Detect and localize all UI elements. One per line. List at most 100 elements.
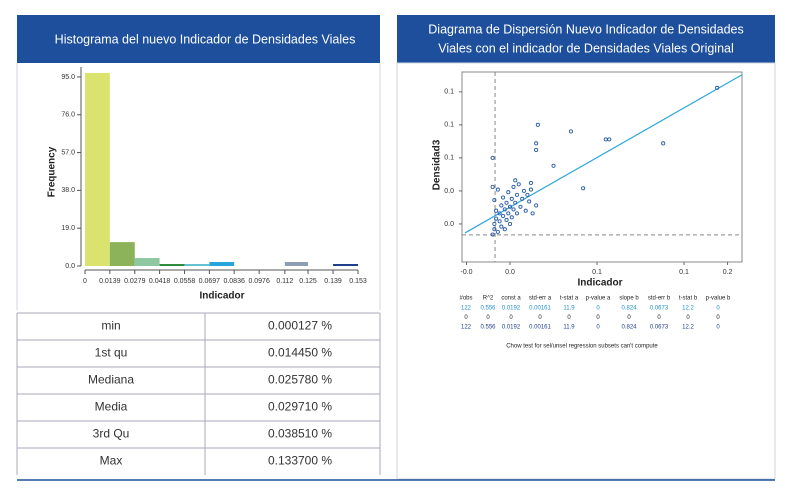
reg-cell: 0 xyxy=(509,315,513,321)
point xyxy=(514,211,520,216)
reg-cell: 0.556 xyxy=(480,325,496,331)
right-header xyxy=(397,15,775,63)
reg-cell: 0.0192 xyxy=(502,306,521,312)
point xyxy=(497,211,502,216)
point xyxy=(509,196,514,201)
reg-cell: 0 xyxy=(464,315,468,321)
point xyxy=(513,200,518,205)
x-tick-label: 0.1 xyxy=(679,269,689,276)
reg-header: t-stat a xyxy=(560,296,579,302)
reg-cell: 0 xyxy=(716,325,720,331)
reg-cell: 0.00161 xyxy=(529,306,551,312)
point xyxy=(534,141,539,146)
point xyxy=(504,200,509,205)
reg-cell: 0 xyxy=(596,306,600,312)
reg-cell: 11.9 xyxy=(563,325,575,331)
reg-note: Chow test for sel/unsel regression subse… xyxy=(506,344,658,350)
y-tick-label: 76.0 xyxy=(61,112,75,119)
point xyxy=(501,195,506,200)
point xyxy=(495,187,500,192)
point xyxy=(530,211,535,216)
point xyxy=(506,190,511,195)
y-tick-label: 0.0 xyxy=(444,221,454,228)
reg-cell: 0 xyxy=(567,315,571,321)
y-tick-label: 38.0 xyxy=(61,187,75,194)
reg-header: p-value a xyxy=(586,296,611,302)
scatter-subtitle: Viales con el indicador de Densidades Vi… xyxy=(438,41,734,55)
right-panel xyxy=(396,62,776,480)
fit-line xyxy=(464,74,743,234)
x-tick-label: 0.0 xyxy=(505,269,515,276)
x-tick-label: 0.2 xyxy=(723,269,733,276)
histogram-title: Histograma del nuevo Indicador de Densid… xyxy=(55,32,356,46)
x-tick-label: 0 xyxy=(83,278,87,285)
reg-cell: 0.824 xyxy=(621,306,637,312)
point xyxy=(509,215,514,220)
reg-header: const a xyxy=(501,296,521,302)
x-tick-label: 0.153 xyxy=(349,278,367,285)
reg-cell: 12.2 xyxy=(682,325,694,331)
bar xyxy=(333,264,358,266)
point xyxy=(514,192,520,197)
point xyxy=(535,122,540,127)
y-tick-label: 95.0 xyxy=(61,74,75,81)
reg-cell: 0.00161 xyxy=(529,325,551,331)
point xyxy=(501,213,506,219)
point xyxy=(551,163,556,168)
point xyxy=(494,208,499,213)
reg-cell: 0 xyxy=(596,315,600,321)
point xyxy=(499,224,504,229)
cell-label: 3rd Qu xyxy=(93,427,130,441)
reg-cell: 12.2 xyxy=(682,306,694,312)
point xyxy=(492,221,497,226)
point xyxy=(603,137,608,142)
point xyxy=(506,211,511,216)
point xyxy=(490,184,495,190)
y-tick-label: 0.1 xyxy=(444,89,454,96)
y-axis-label: Densidad3 xyxy=(432,139,443,190)
x-tick-label: 0.139 xyxy=(324,278,342,285)
point xyxy=(568,129,573,134)
reg-header: R^2 xyxy=(483,296,494,302)
x-axis-label: Indicador xyxy=(577,278,622,289)
x-tick-label: 0.1 xyxy=(592,269,602,276)
point xyxy=(581,186,586,191)
reg-cell: 122 xyxy=(461,306,472,312)
reg-cell: 0 xyxy=(627,315,631,321)
cell-value: 0.000127 % xyxy=(268,319,332,333)
reg-header: std-err b xyxy=(648,296,671,302)
y-tick-label: 0.0 xyxy=(65,263,75,270)
point xyxy=(499,203,504,208)
y-tick-label: 0.0 xyxy=(444,188,454,195)
point xyxy=(528,180,533,186)
x-tick-label: 0.0139 xyxy=(99,278,121,285)
point xyxy=(523,208,528,213)
x-tick-label: 0.0279 xyxy=(124,278,146,285)
x-tick-label: 0.0697 xyxy=(199,278,221,285)
point xyxy=(502,227,507,232)
point xyxy=(490,232,495,237)
bar xyxy=(134,258,160,266)
point xyxy=(502,207,507,212)
x-tick-label: 0.0558 xyxy=(174,278,196,285)
x-tick-label: 0.0836 xyxy=(223,278,245,285)
cell-label: Mediana xyxy=(88,373,134,387)
reg-cell: 0.824 xyxy=(621,325,637,331)
point xyxy=(534,147,539,153)
reg-cell: 0 xyxy=(486,315,490,321)
reg-cell: 0.0673 xyxy=(650,325,669,331)
point xyxy=(497,219,502,224)
bar xyxy=(85,72,110,266)
cell-value: 0.029710 % xyxy=(268,400,332,414)
point xyxy=(516,182,521,187)
bar xyxy=(109,242,135,266)
point xyxy=(513,178,518,183)
x-tick-label: 0.112 xyxy=(276,278,293,285)
reg-cell: 0.0192 xyxy=(502,325,521,331)
reg-cell: 0 xyxy=(716,315,720,321)
point xyxy=(507,221,513,226)
reg-header: std-err a xyxy=(529,296,552,302)
reg-cell: 0.0673 xyxy=(650,306,669,312)
cell-value: 0.133700 % xyxy=(268,454,332,468)
point xyxy=(607,137,612,142)
